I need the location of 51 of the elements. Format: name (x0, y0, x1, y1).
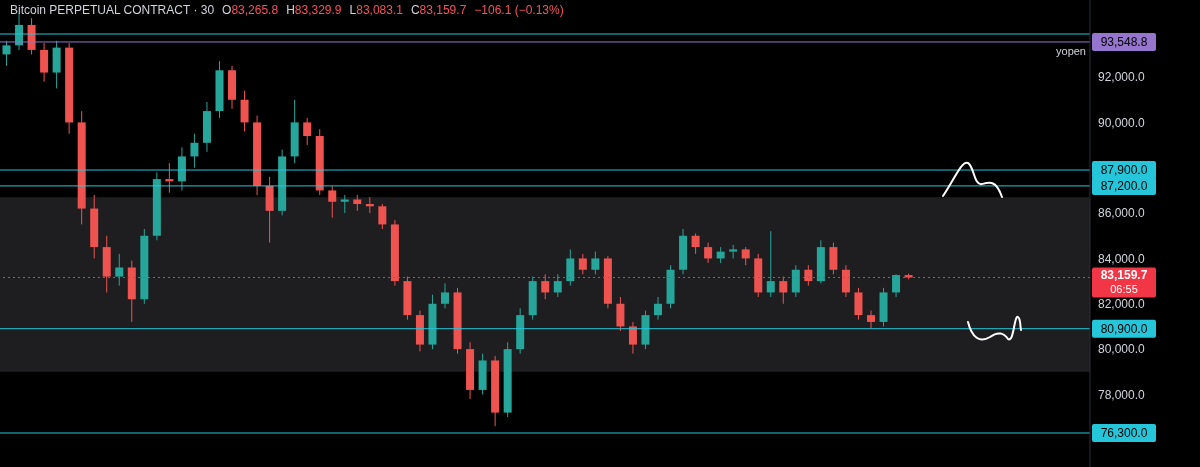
y-tick-label: 80,000.0 (1098, 342, 1146, 357)
candlestick (591, 251, 600, 275)
annotation: H83,329.9 (286, 3, 342, 17)
candlestick (240, 90, 249, 132)
candlestick (654, 296, 662, 321)
y-tick-label: 78,000.0 (1098, 387, 1146, 402)
candlestick (866, 310, 875, 330)
annotation: −106.1 (−0.13%) (474, 3, 564, 17)
candlestick (578, 253, 587, 275)
candlestick (328, 185, 337, 219)
candlestick (115, 253, 124, 287)
candlestick (741, 246, 750, 266)
y-tick-label: 84,000.0 (1098, 251, 1146, 266)
y-tick-label: 82,000.0 (1098, 297, 1146, 312)
candlestick (804, 264, 813, 287)
candlestick (303, 117, 312, 146)
annotation: O83,265.8 (222, 3, 279, 17)
candlestick (616, 296, 625, 332)
text: 06:55 (1109, 282, 1139, 297)
y-tick-label: 90,000.0 (1098, 115, 1146, 130)
annotation: L83,083.1 (349, 3, 403, 17)
candlestick (541, 273, 550, 300)
candlestick (704, 242, 713, 264)
candlestick (340, 194, 349, 214)
ref-line-label: 80,900.0 (1100, 321, 1148, 336)
candlestick (441, 282, 450, 309)
candlestick (854, 287, 863, 321)
candlestick (40, 42, 49, 83)
chart-title: Bitcoin PERPETUAL CONTRACT · 30 (10, 3, 215, 17)
candlestick (779, 276, 788, 305)
candlestick (566, 248, 575, 287)
candlestick (2, 40, 11, 67)
candlestick (691, 233, 700, 255)
candlestick (892, 273, 901, 298)
y-tick-label: 86,000.0 (1098, 206, 1146, 221)
annotation: yopen (1056, 44, 1086, 57)
candlestick (766, 230, 775, 298)
annotation: C83,159.7 (410, 3, 467, 17)
candlestick (841, 264, 850, 298)
ref-line-label: 76,300.0 (1100, 426, 1148, 440)
candlestick (190, 133, 199, 169)
y-tick-label: 92,000.0 (1098, 70, 1146, 85)
candlestick (553, 273, 562, 298)
ref-line-label: 83,159.7 (1100, 268, 1148, 283)
ref-line-label: 87,900.0 (1100, 163, 1148, 178)
candlestick (628, 321, 637, 355)
candlestick (378, 203, 387, 230)
ref-line-label: 93,548.8 (1100, 34, 1148, 49)
candlestick (829, 242, 838, 275)
candlestick (791, 264, 800, 298)
ref-line-label: 87,200.0 (1100, 178, 1148, 193)
